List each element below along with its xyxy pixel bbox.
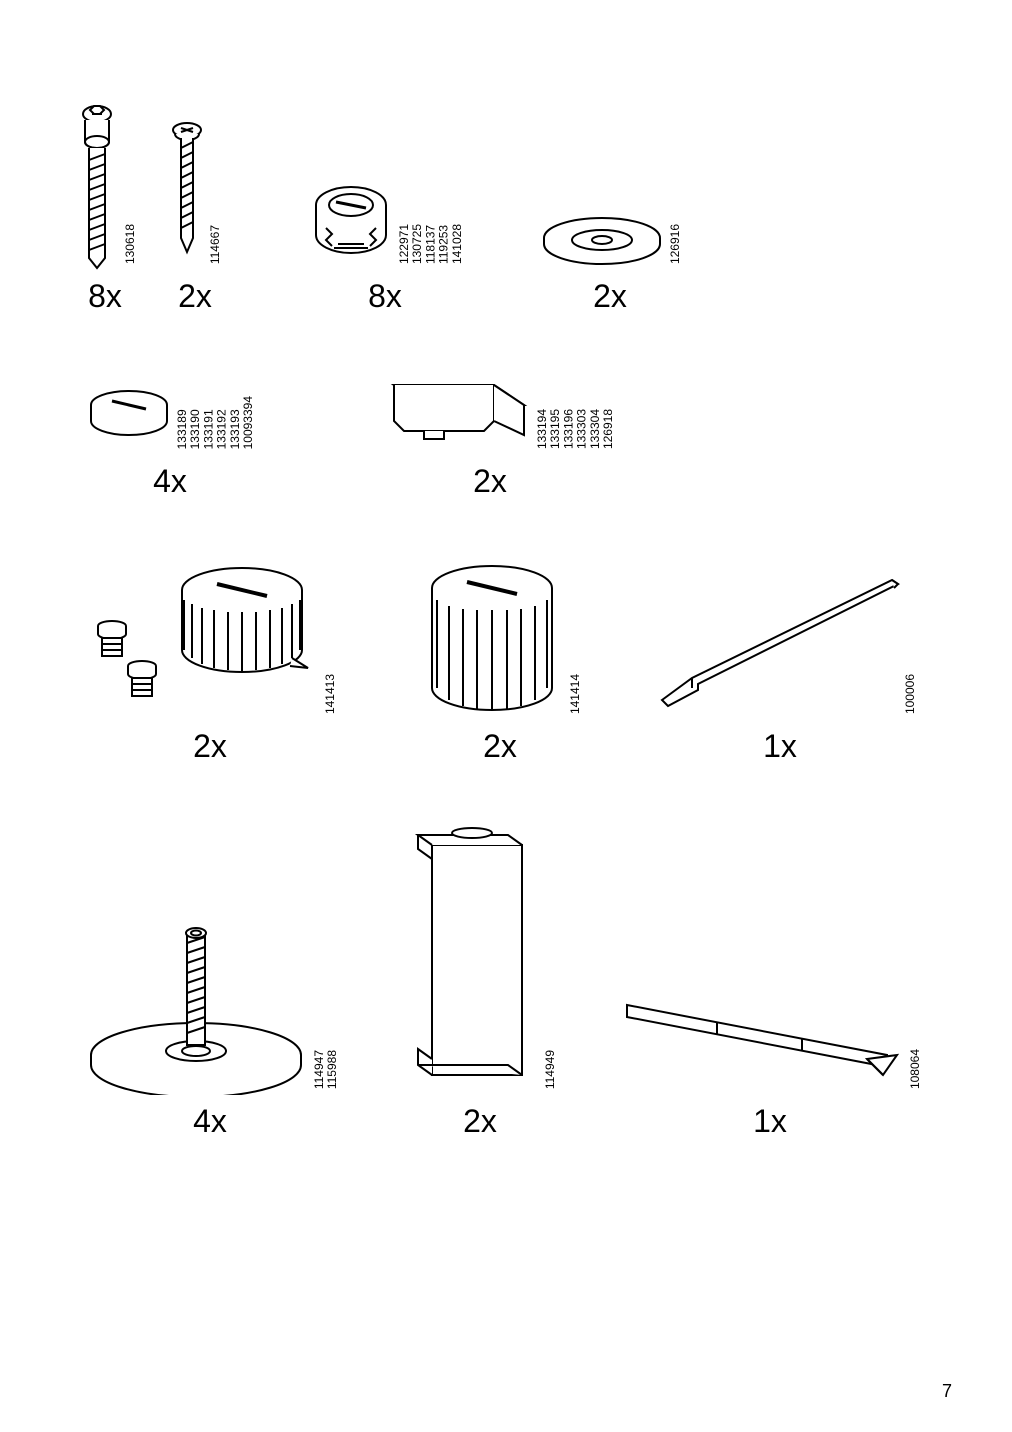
bracket-icon — [402, 815, 542, 1095]
row-2: 133189 133190 133191 133192 133193 10093… — [60, 365, 952, 500]
partno-label: 141414 — [569, 674, 582, 714]
allen-key-icon — [642, 570, 902, 720]
screw-icon — [167, 120, 207, 270]
cam-lock-icon — [306, 180, 396, 270]
qty-label: 2x — [193, 728, 227, 765]
felt-strip-icon — [617, 985, 907, 1095]
knob-icon — [417, 560, 567, 720]
partno-label: 130618 — [124, 224, 137, 264]
partno-label: 133189 133190 133191 133192 133193 10093… — [176, 396, 255, 449]
qty-label: 8x — [368, 278, 402, 315]
bolt-large-icon — [72, 100, 122, 270]
item-leveling-foot: 114947 115988 4x — [60, 895, 360, 1140]
partno-label: 122971 130725 118137 119253 141028 — [398, 224, 464, 264]
cap-square-icon — [364, 365, 534, 455]
page-number: 7 — [942, 1381, 952, 1402]
row-4: 114947 115988 4x — [60, 815, 952, 1140]
qty-label: 4x — [193, 1103, 227, 1140]
washer-disc-icon — [537, 210, 667, 270]
item-screw: 114667 2x — [150, 120, 240, 315]
qty-label: 2x — [463, 1103, 497, 1140]
row-3: 141413 2x — [60, 550, 952, 765]
qty-label: 1x — [763, 728, 797, 765]
adjust-foot-icon — [82, 550, 322, 720]
item-bracket: 114949 2x — [370, 815, 590, 1140]
qty-label: 1x — [753, 1103, 787, 1140]
partno-label: 108064 — [909, 1049, 922, 1089]
partno-label: 114667 — [209, 225, 222, 264]
row-1: 130618 8x — [60, 100, 952, 315]
partno-label: 114949 — [544, 1050, 557, 1089]
partno-label: 126916 — [669, 224, 682, 264]
item-washer-disc: 126916 2x — [510, 210, 710, 315]
item-cam-lock: 122971 130725 118137 119253 141028 8x — [280, 180, 490, 315]
partno-label: 114947 115988 — [313, 1050, 339, 1089]
qty-label: 8x — [88, 278, 122, 315]
item-cap-small: 133189 133190 133191 133192 133193 10093… — [60, 385, 280, 500]
item-cap-square: 133194 133195 133196 133303 133304 12691… — [340, 365, 640, 500]
qty-label: 2x — [473, 463, 507, 500]
cap-small-icon — [84, 385, 174, 455]
assembly-hardware-page: 130618 8x — [0, 0, 1012, 1432]
qty-label: 4x — [153, 463, 187, 500]
partno-label: 133194 133195 133196 133303 133304 12691… — [536, 409, 615, 449]
item-allen-key: 100006 1x — [630, 570, 930, 765]
qty-label: 2x — [483, 728, 517, 765]
partno-label: 141413 — [324, 674, 337, 714]
partno-label: 100006 — [904, 674, 917, 714]
item-felt-strip: 108064 1x — [610, 985, 930, 1140]
qty-label: 2x — [593, 278, 627, 315]
item-bolt-large: 130618 8x — [60, 100, 150, 315]
leveling-foot-icon — [81, 895, 311, 1095]
qty-label: 2x — [178, 278, 212, 315]
item-knob: 141414 2x — [390, 560, 610, 765]
item-adjust-foot: 141413 2x — [60, 550, 360, 765]
